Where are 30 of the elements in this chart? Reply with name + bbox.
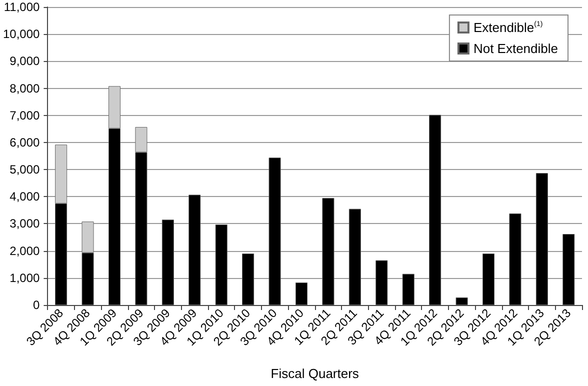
x-axis-title: Fiscal Quarters [270,366,360,381]
y-tick-label: 4,000 [10,190,40,204]
bar [429,114,442,305]
y-tick-label: 10,000 [3,27,40,42]
y-tick-label: 6,000 [10,135,40,150]
y-tick-label: 0 [33,298,40,312]
bar [322,198,334,305]
y-tick-label: 7,000 [10,108,40,122]
bar [295,282,308,305]
bar [456,297,468,305]
legend-label: Not Extendible [473,41,558,56]
bar [188,194,201,305]
bar [482,254,495,305]
bar [562,234,575,305]
y-tick-label: 8,000 [10,81,40,96]
bar [242,254,254,305]
bar [509,213,522,305]
bar [348,208,361,305]
y-tick-label: 5,000 [10,162,40,177]
bar [162,220,174,305]
bar [215,224,228,305]
y-tick-label: 11,000 [4,0,40,14]
y-tick-label: 9,000 [10,54,40,68]
bar [536,173,548,305]
bar [376,260,388,305]
y-tick-label: 3,000 [10,216,40,231]
bar [402,274,414,305]
bar [268,158,281,305]
y-tick-label: 2,000 [10,244,40,258]
y-tick-label: 1,000 [10,270,40,285]
